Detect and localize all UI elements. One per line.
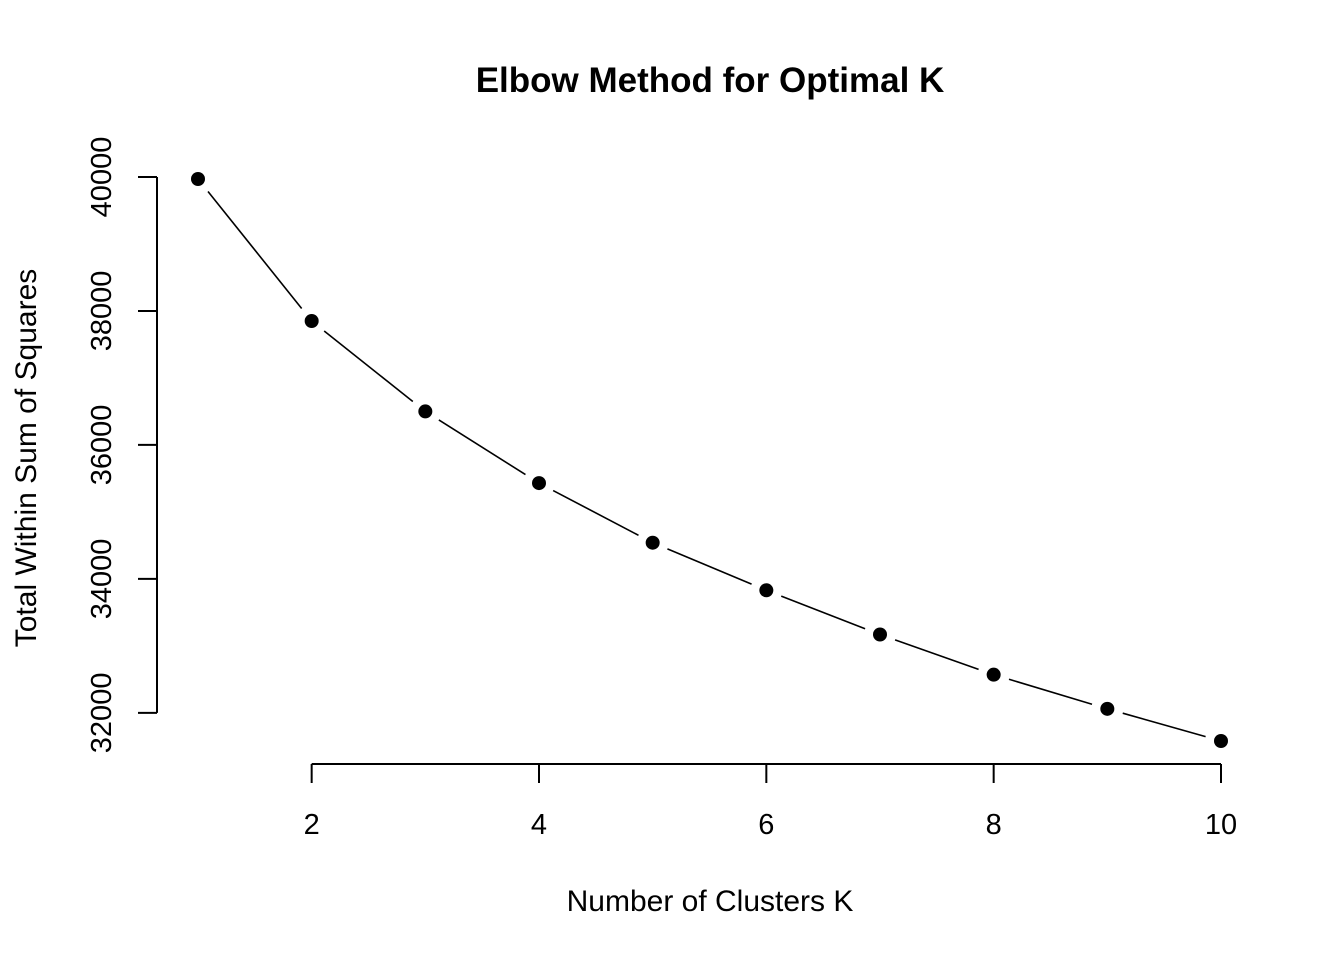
data-point bbox=[532, 476, 546, 491]
y-axis-title: Total Within Sum of Squares bbox=[10, 269, 43, 648]
series-segment bbox=[438, 419, 526, 476]
series-segment bbox=[1008, 678, 1093, 706]
data-point bbox=[645, 535, 660, 550]
x-tick-label: 10 bbox=[1205, 809, 1237, 841]
x-tick-label: 4 bbox=[531, 809, 547, 841]
data-point bbox=[304, 314, 319, 329]
y-tick-label: 34000 bbox=[86, 539, 118, 620]
series-segment bbox=[894, 639, 979, 671]
data-point bbox=[986, 667, 1001, 682]
x-axis-title: Number of Clusters K bbox=[567, 885, 854, 918]
series-segment bbox=[207, 190, 303, 310]
x-axis: 2 4 6 8 10 bbox=[304, 763, 1237, 841]
series-segment bbox=[1122, 712, 1206, 738]
data-point bbox=[418, 404, 433, 419]
y-tick-label: 38000 bbox=[86, 271, 118, 352]
series-segment bbox=[323, 330, 414, 403]
x-tick-label: 8 bbox=[986, 809, 1002, 841]
data-point bbox=[191, 172, 205, 186]
data-point bbox=[873, 627, 887, 642]
y-tick-label: 36000 bbox=[86, 405, 118, 486]
series-line bbox=[207, 190, 1206, 738]
data-point bbox=[1214, 734, 1228, 748]
x-tick-label: 2 bbox=[304, 809, 320, 841]
series-segment bbox=[552, 489, 639, 537]
series-points bbox=[191, 172, 1228, 748]
y-axis: 32000 34000 36000 38000 40000 bbox=[86, 137, 158, 754]
y-tick-label: 32000 bbox=[86, 673, 118, 754]
chart-title: Elbow Method for Optimal K bbox=[476, 61, 945, 100]
x-tick-label: 6 bbox=[758, 809, 774, 841]
data-point bbox=[1100, 701, 1115, 716]
series-segment bbox=[780, 595, 866, 630]
y-tick-label: 40000 bbox=[86, 137, 118, 218]
series-segment bbox=[667, 548, 752, 585]
data-point bbox=[759, 583, 774, 598]
